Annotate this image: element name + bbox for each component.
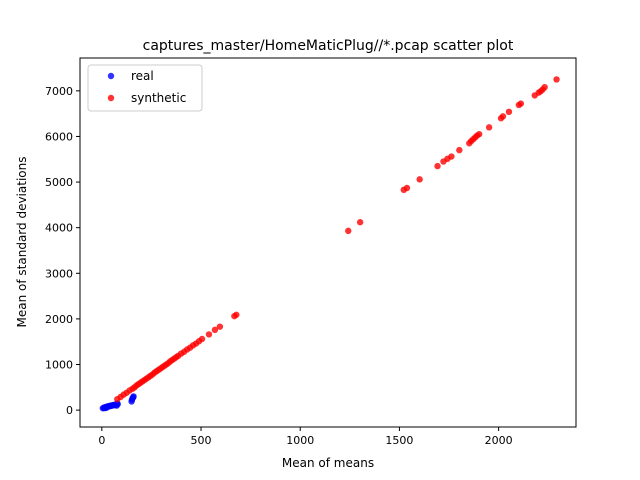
legend-marker-synthetic: [107, 94, 115, 102]
data-point: [211, 326, 219, 334]
data-point: [233, 311, 240, 318]
axes-frame: [79, 57, 577, 428]
data-point: [416, 176, 423, 183]
x-tick-label: 1000: [286, 434, 314, 447]
data-point: [517, 100, 525, 107]
y-tick-label: 4000: [45, 222, 73, 235]
x-axis-label: Mean of means: [282, 456, 374, 470]
y-axis-label: Mean of standard deviations: [15, 157, 29, 328]
x-axis: 0 500 1000 1500 2000: [98, 427, 513, 447]
data-point: [356, 219, 364, 226]
legend-label-real: real: [131, 69, 154, 83]
x-tick-label: 2000: [485, 434, 513, 447]
plot-area: [99, 76, 560, 412]
x-tick-label: 500: [191, 434, 212, 447]
series-real: [99, 393, 137, 412]
y-tick-label: 2000: [45, 313, 73, 326]
data-point: [448, 153, 455, 160]
x-tick-label: 0: [98, 434, 105, 447]
y-tick-label: 0: [66, 404, 73, 417]
data-point: [114, 400, 121, 408]
chart-title: captures_master/HomeMaticPlug//*.pcap sc…: [143, 38, 514, 54]
data-point: [345, 227, 352, 235]
legend-marker-real: [107, 72, 115, 80]
data-point: [130, 393, 137, 400]
y-tick-label: 7000: [45, 85, 73, 98]
data-point: [205, 331, 213, 338]
data-point: [541, 83, 548, 91]
legend: real synthetic: [87, 64, 203, 112]
y-tick-label: 3000: [45, 267, 73, 280]
series-synthetic: [114, 76, 560, 403]
data-point: [198, 335, 206, 343]
data-point: [505, 108, 513, 116]
x-tick-label: 1500: [385, 434, 413, 447]
data-point: [553, 76, 560, 83]
legend-label-synthetic: synthetic: [131, 91, 186, 105]
data-point: [456, 146, 463, 154]
legend-box: [87, 64, 203, 112]
data-point: [403, 184, 411, 192]
y-axis: 0 1000 2000 3000 4000 5000 6000 7000: [45, 85, 80, 417]
y-tick-label: 6000: [45, 130, 73, 143]
y-tick-label: 5000: [45, 176, 73, 189]
data-point: [485, 124, 493, 131]
y-tick-label: 1000: [45, 359, 73, 372]
data-point: [499, 113, 507, 120]
data-point: [434, 162, 441, 170]
data-point: [216, 323, 224, 330]
data-point: [475, 130, 483, 138]
